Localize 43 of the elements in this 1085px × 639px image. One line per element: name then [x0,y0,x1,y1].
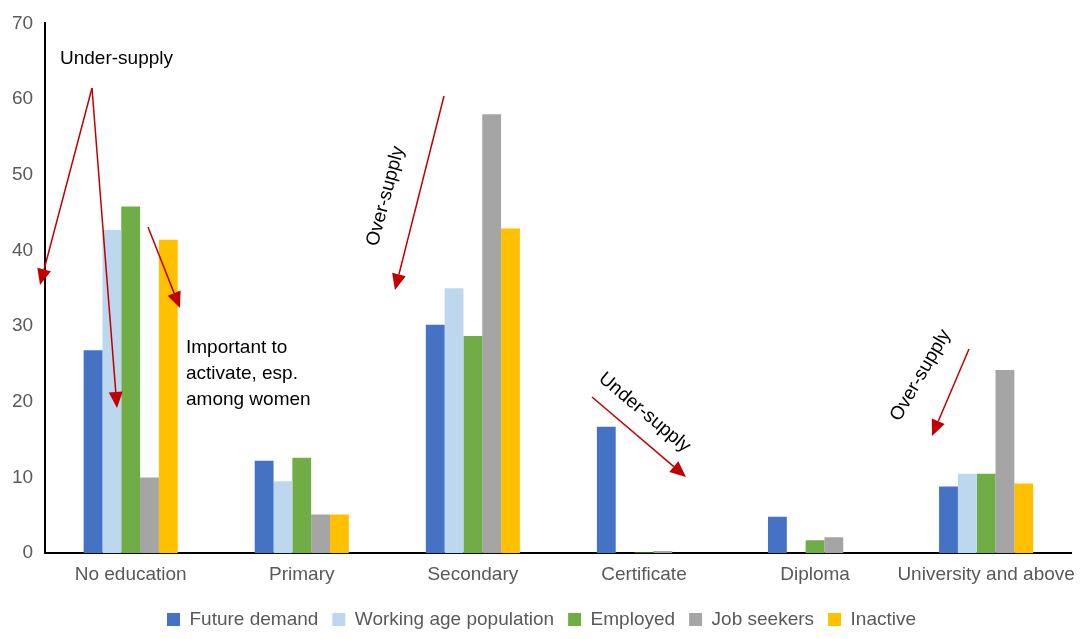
y-tick-label: 30 [11,314,34,336]
y-tick-label: 10 [11,465,34,487]
y-tick-label: 40 [11,238,34,260]
bar [824,537,844,554]
bar [254,460,274,554]
bar [311,514,330,554]
bar [273,481,293,554]
annotation: Under-supply [60,46,173,70]
y-tick-label: 60 [11,87,34,109]
annotation: Important to activate, esp. among women [186,335,312,411]
x-tick-label: Diploma [780,562,851,584]
bar [463,335,483,554]
bar [995,370,1015,554]
legend-label: Job seekers [711,607,815,629]
bar [767,516,787,554]
legend-label: Inactive [850,607,917,629]
bar [425,324,445,554]
bar [805,540,825,554]
bar [83,350,103,554]
x-tick-label: Secondary [427,562,519,584]
y-tick-label: 20 [11,390,34,412]
bar [1014,483,1034,554]
x-tick-label: Primary [269,562,335,584]
x-tick-label: University and above [897,562,1075,584]
bar [976,473,996,554]
bar [121,206,141,554]
legend-label: Future demand [189,607,319,629]
bar [330,514,349,554]
legend-label: Working age population [354,607,555,629]
y-tick-label: 0 [22,541,34,563]
y-tick-label: 50 [11,163,34,185]
bar [501,228,520,554]
bar [444,288,464,554]
bar [292,457,312,554]
legend-label: Employed [590,607,676,629]
bar [140,477,159,554]
y-tick-label: 70 [11,11,34,33]
bar [102,230,122,554]
bar [482,114,502,554]
x-tick-label: Certificate [601,562,687,584]
bar [939,486,958,554]
bar [957,473,977,554]
x-tick-label: No education [74,562,187,584]
